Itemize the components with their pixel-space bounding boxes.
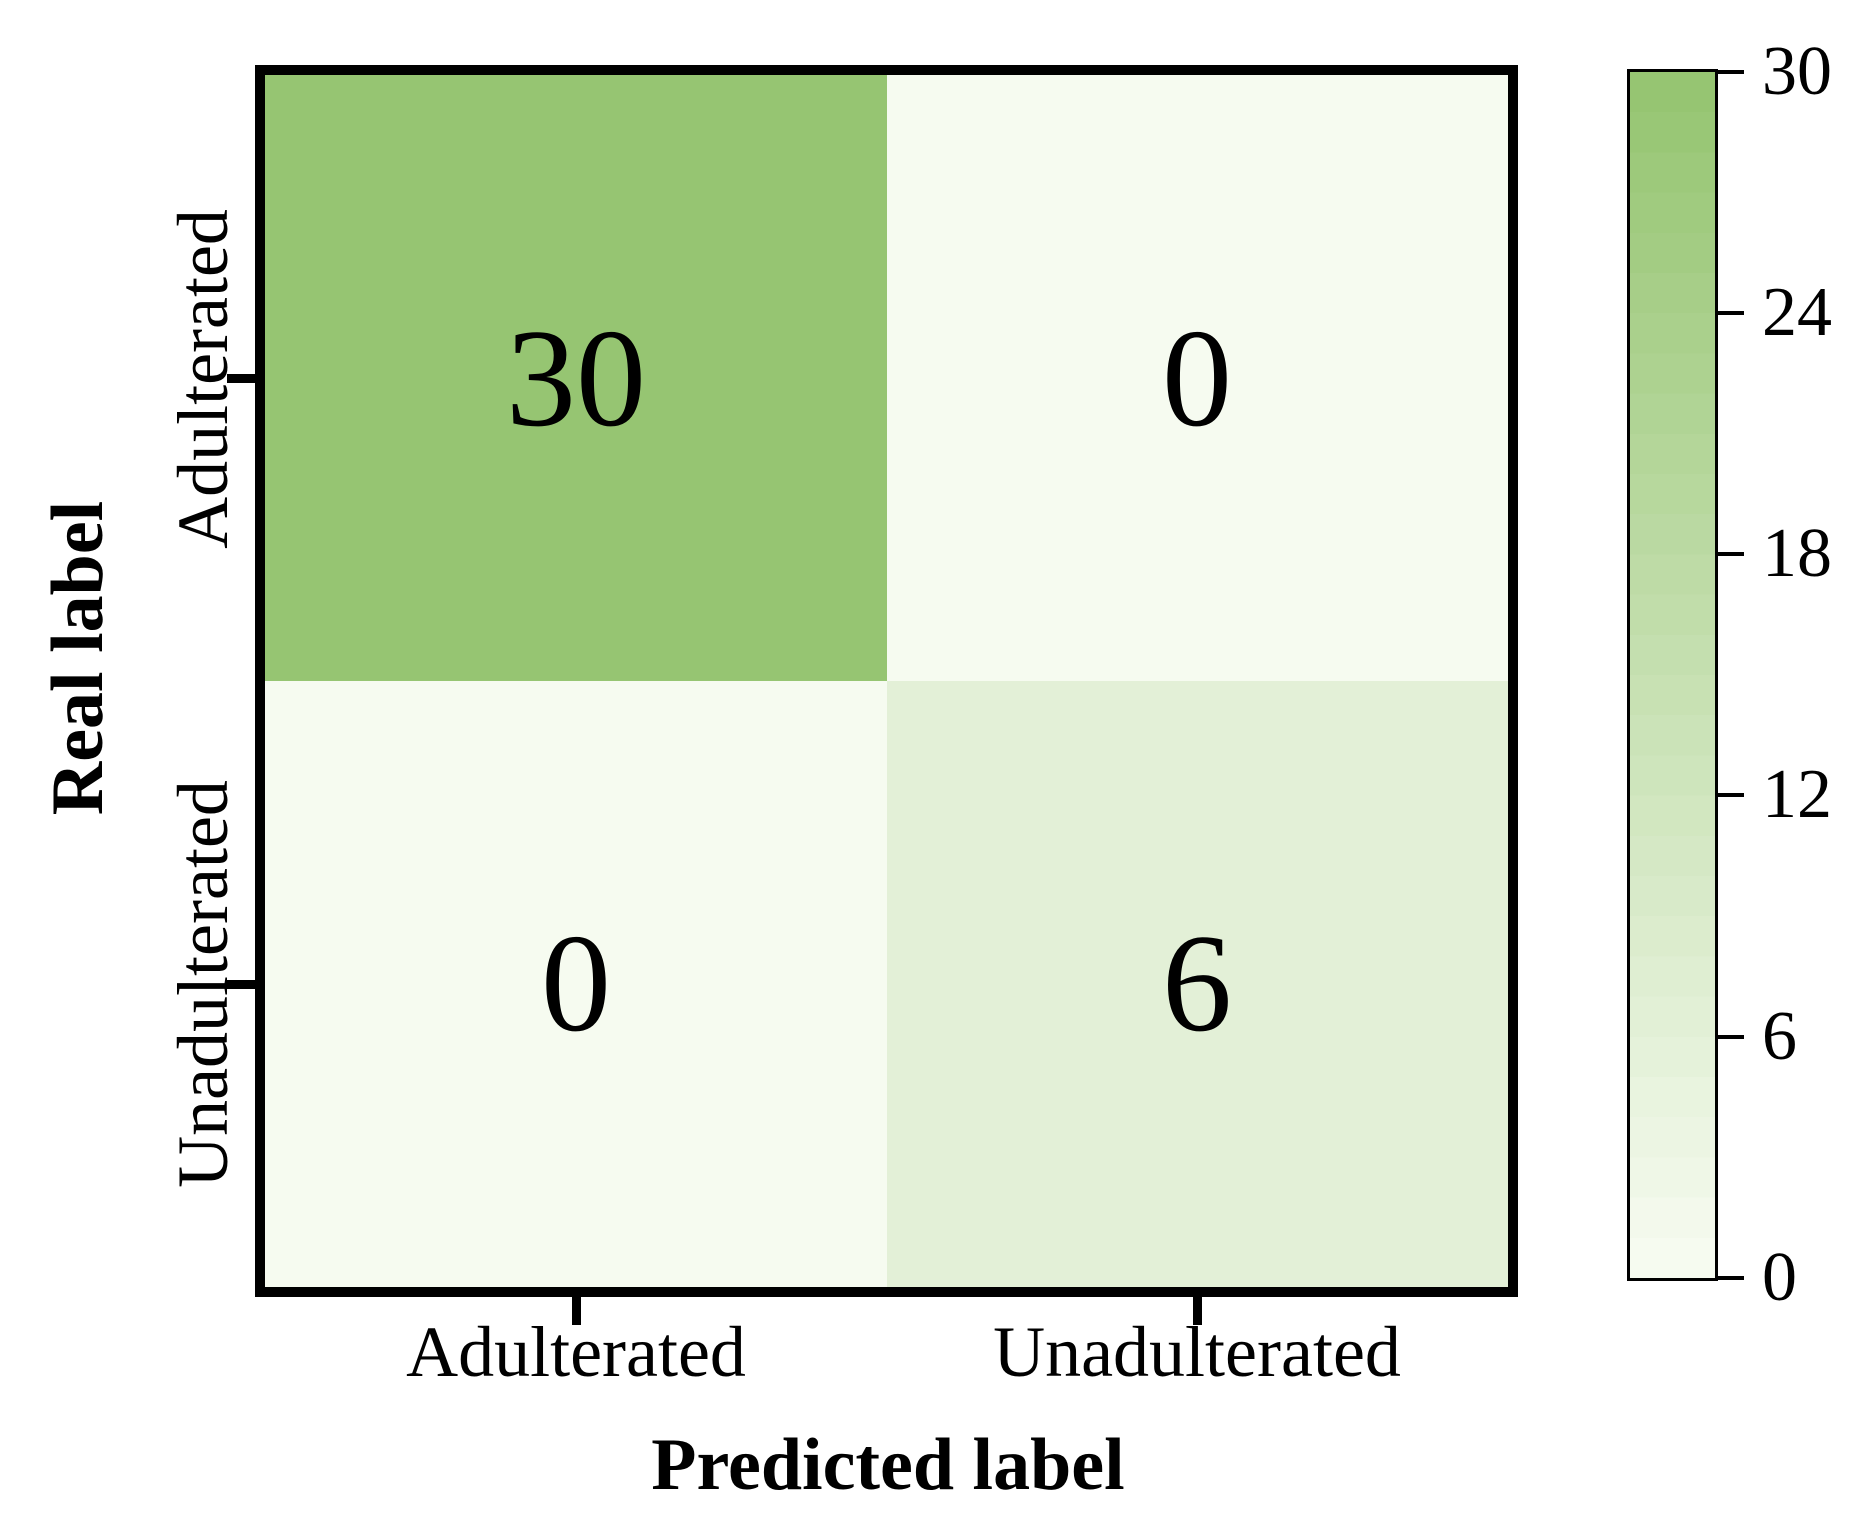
x-tick-adulterated <box>572 1297 581 1325</box>
colorbar <box>1627 69 1718 1281</box>
colorbar-label-24: 24 <box>1762 274 1832 351</box>
x-tick-label-unadulterated: Unadulterated <box>993 1312 1401 1392</box>
heatmap-cell-real-unadulterated-pred-adulterated <box>265 681 887 1287</box>
cell-value-false-negative: 0 <box>1162 301 1232 456</box>
y-tick-unadulterated <box>227 980 255 989</box>
y-axis-title: Real label <box>37 500 119 816</box>
colorbar-label-0: 0 <box>1762 1239 1797 1316</box>
colorbar-tick-30 <box>1718 70 1744 74</box>
cell-value-true-positive: 30 <box>506 301 646 456</box>
colorbar-label-18: 18 <box>1762 515 1832 592</box>
colorbar-label-30: 30 <box>1762 33 1832 110</box>
cell-value-false-positive: 0 <box>541 906 611 1061</box>
colorbar-label-12: 12 <box>1762 756 1832 833</box>
colorbar-tick-0 <box>1718 1276 1744 1280</box>
x-axis-title: Predicted label <box>651 1424 1125 1506</box>
colorbar-tick-6 <box>1718 1035 1744 1039</box>
colorbar-gradient <box>1630 72 1715 1278</box>
colorbar-tick-18 <box>1718 552 1744 556</box>
y-tick-adulterated <box>227 374 255 383</box>
y-tick-label-unadulterated: Unadulterated <box>163 780 243 1188</box>
colorbar-tick-12 <box>1718 793 1744 797</box>
heatmap-plot-area <box>255 65 1518 1297</box>
y-tick-label-adulterated: Adulterated <box>163 209 243 549</box>
heatmap-cell-real-adulterated-pred-unadulterated <box>886 75 1508 681</box>
x-tick-unadulterated <box>1193 1297 1202 1325</box>
colorbar-tick-24 <box>1718 311 1744 315</box>
x-tick-label-adulterated: Adulterated <box>406 1312 746 1392</box>
heatmap-cell-real-unadulterated-pred-unadulterated <box>886 681 1508 1287</box>
heatmap-cell-real-adulterated-pred-adulterated <box>265 75 887 681</box>
colorbar-label-6: 6 <box>1762 998 1797 1075</box>
cell-value-true-negative: 6 <box>1162 906 1232 1061</box>
